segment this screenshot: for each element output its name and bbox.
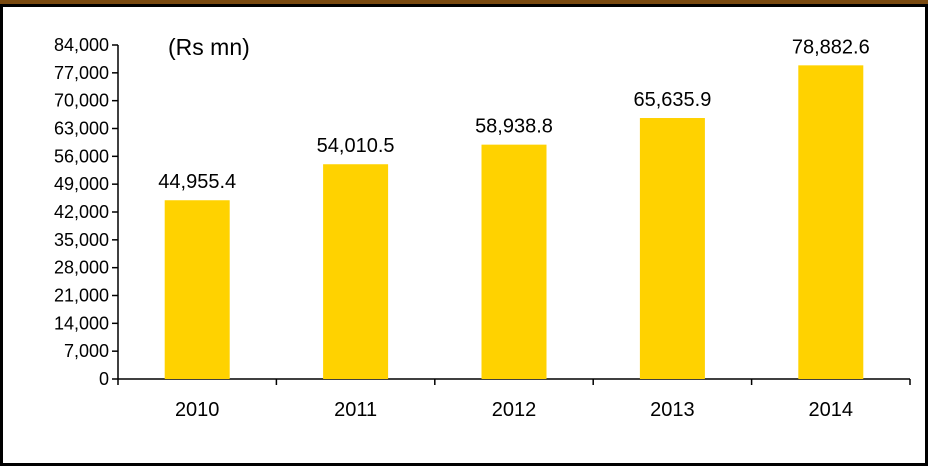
y-tick-label: 42,000 <box>54 202 109 222</box>
data-label: 78,882.6 <box>792 36 870 58</box>
y-tick-label: 35,000 <box>54 230 109 250</box>
y-axis: 0 7,000 14,000 21,000 28,000 35,000 42,000 49,0… <box>54 35 119 389</box>
data-labels: 44,955.4 54,010.5 58,938.8 65,635.9 78,882.6 <box>158 36 869 193</box>
y-tick-label: 77,000 <box>54 63 109 83</box>
data-label: 65,635.9 <box>633 89 711 111</box>
outer-border <box>0 4 928 466</box>
bar-2011 <box>323 164 389 379</box>
y-tick-label: 0 <box>99 369 109 389</box>
bar-2010 <box>164 200 230 379</box>
x-category-label: 2014 <box>809 399 854 421</box>
bar-2014 <box>798 65 864 380</box>
data-label: 54,010.5 <box>317 135 395 157</box>
data-label: 58,938.8 <box>475 116 553 138</box>
y-tick-label: 49,000 <box>54 174 109 194</box>
x-category-label: 2010 <box>175 399 220 421</box>
y-tick-label: 21,000 <box>54 286 109 306</box>
data-label: 44,955.4 <box>158 171 236 193</box>
x-axis: 2010 2011 2012 2013 2014 <box>117 378 911 421</box>
bar-2013 <box>639 118 705 379</box>
top-accent-border <box>0 0 928 4</box>
y-tick-label: 7,000 <box>64 341 109 361</box>
unit-label: (Rs mn) <box>168 34 250 60</box>
y-tick-label: 70,000 <box>54 91 109 111</box>
y-tick-label: 84,000 <box>54 35 109 55</box>
y-tick-label: 28,000 <box>54 258 109 278</box>
x-category-label: 2012 <box>492 399 537 421</box>
bar-2012 <box>481 144 547 379</box>
y-tick-label: 56,000 <box>54 146 109 166</box>
bars <box>164 65 864 380</box>
x-category-label: 2013 <box>650 399 695 421</box>
x-category-label: 2011 <box>334 399 377 421</box>
y-tick-label: 14,000 <box>54 313 109 333</box>
y-tick-label: 63,000 <box>54 119 109 139</box>
